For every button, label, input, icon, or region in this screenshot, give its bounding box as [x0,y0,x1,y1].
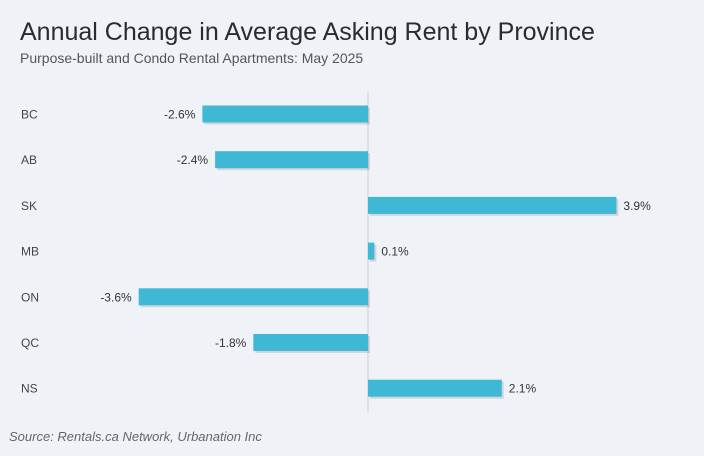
bar-mb [368,242,375,260]
bar-ab [215,151,368,169]
data-label: 2.1% [509,382,537,396]
data-label: -3.6% [100,290,132,304]
category-label: BC [21,108,38,122]
chart-title: Annual Change in Average Asking Rent by … [20,18,595,46]
data-label: -1.8% [215,336,247,350]
source-note: Source: Rentals.ca Network, Urbanation I… [9,429,262,444]
category-label: NS [21,382,38,396]
data-label: -2.4% [177,153,209,167]
category-label: AB [21,153,37,167]
bar-sk [368,196,617,214]
bar-on [138,288,368,306]
data-label: -2.6% [164,108,196,122]
category-label: SK [21,199,37,213]
data-label: 3.9% [623,199,651,213]
data-label: 0.1% [381,245,409,259]
bar-qc [253,334,368,351]
bar-bc [202,105,368,123]
chart-subtitle: Purpose-built and Condo Rental Apartment… [20,50,364,66]
bar-ns [368,379,502,397]
category-label: ON [21,290,39,304]
category-label: QC [21,336,39,350]
category-label: MB [21,245,39,259]
